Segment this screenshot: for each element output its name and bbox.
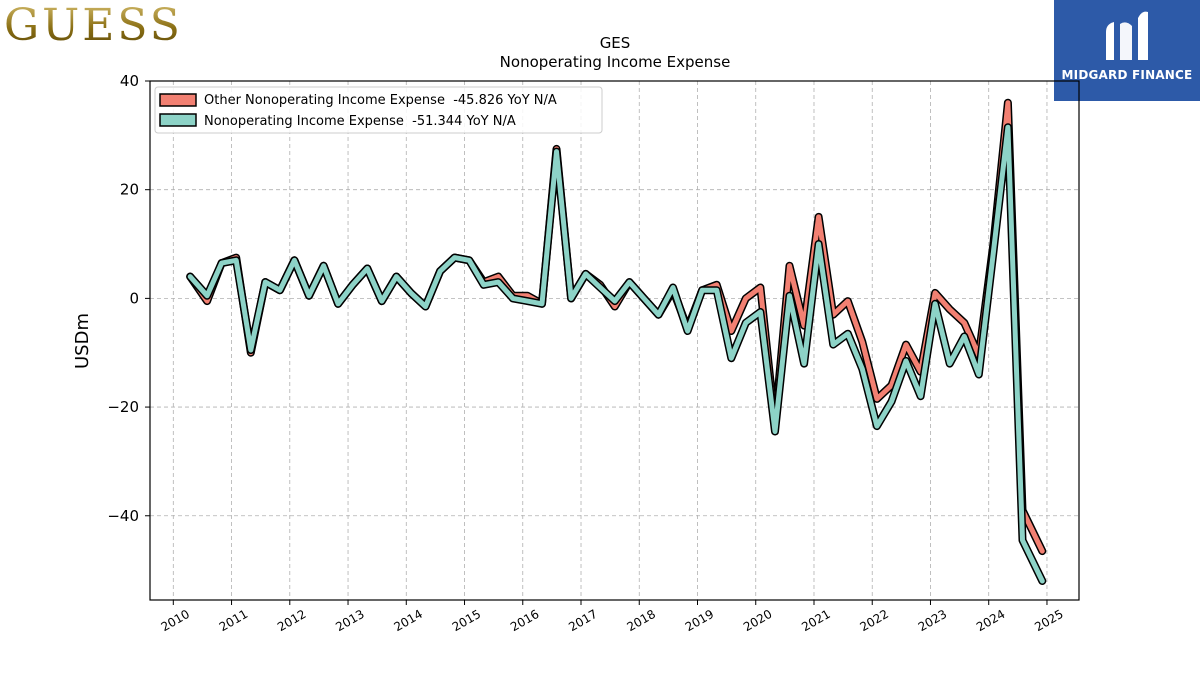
x-tick-label: 2025: [1032, 607, 1065, 634]
legend-swatch-series2: [159, 113, 197, 127]
y-tick-label: −20: [107, 398, 139, 416]
series-layer: [186, 98, 1047, 585]
x-tick-label: 2023: [916, 607, 949, 634]
chart-subtitle: Nonoperating Income Expense: [500, 53, 731, 71]
legend-swatch-series1: [159, 93, 197, 107]
chart-title: GES: [600, 34, 631, 52]
legend-label-series2: Nonoperating Income Expense -51.344 YoY …: [204, 114, 516, 129]
legend-box: [154, 86, 603, 134]
midgard-finance-logo: MIDGARD FINANCE: [1054, 0, 1200, 101]
series-1-outline: [186, 98, 1047, 556]
x-tick-label: 2021: [799, 607, 832, 634]
y-tick-label: −40: [107, 507, 139, 525]
grid: [150, 80, 1079, 600]
midgard-brand-text: MIDGARD FINANCE: [1061, 68, 1193, 82]
x-tick-label: 2022: [858, 607, 891, 634]
x-tick-label: 2014: [392, 607, 425, 634]
x-tick-label: 2012: [275, 607, 308, 634]
x-tick-label: 2016: [508, 607, 541, 634]
y-axis-label: USDm: [72, 313, 93, 369]
y-tick-label: 20: [120, 181, 139, 199]
y-tick-label: 0: [129, 289, 139, 307]
series-2-line: [187, 124, 1045, 584]
legend: Other Nonoperating Income Expense -45.82…: [154, 86, 603, 134]
legend-label-series1: Other Nonoperating Income Expense -45.82…: [204, 93, 557, 108]
x-tick-label: 2024: [974, 607, 1007, 634]
x-tick-label: 2013: [333, 607, 366, 634]
x-tick-label: 2010: [159, 607, 192, 634]
x-tick-label: 2017: [566, 607, 599, 634]
midgard-mark-icon: [1106, 11, 1148, 61]
plot-frame: [149, 80, 1080, 601]
x-tick-label: 2019: [683, 607, 716, 634]
x-tick-label: 2018: [625, 607, 658, 634]
y-tick-label: 40: [120, 72, 139, 90]
x-tick-label: 2020: [741, 607, 774, 634]
guess-logo: GUESS: [4, 0, 183, 51]
x-tick-label: 2015: [450, 607, 483, 634]
series-1-line: [187, 100, 1045, 554]
x-tick-label: 2011: [217, 607, 250, 634]
